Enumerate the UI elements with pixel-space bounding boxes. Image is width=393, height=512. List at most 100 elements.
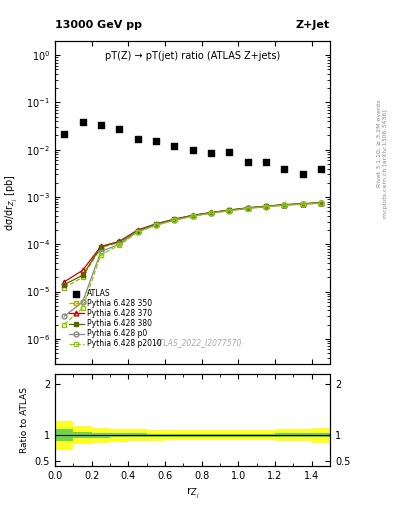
Pythia 6.428 370: [62, 279, 66, 285]
Pythia 6.428 370: [190, 212, 195, 219]
Pythia 6.428 p0: [99, 248, 103, 254]
ATLAS: [98, 121, 104, 130]
ATLAS: [226, 148, 232, 156]
Pythia 6.428 p0: [282, 202, 286, 208]
ATLAS: [299, 170, 306, 179]
Pythia 6.428 370: [264, 203, 268, 209]
Pythia 6.428 370: [245, 205, 250, 211]
Pythia 6.428 350: [319, 200, 323, 206]
Text: pT(Z) → pT(jet) ratio (ATLAS Z+jets): pT(Z) → pT(jet) ratio (ATLAS Z+jets): [105, 51, 280, 60]
Pythia 6.428 p2010: [227, 208, 231, 214]
Pythia 6.428 380: [245, 205, 250, 211]
ATLAS: [134, 135, 141, 143]
Pythia 6.428 p2010: [282, 202, 286, 208]
Pythia 6.428 p2010: [319, 200, 323, 206]
Pythia 6.428 380: [209, 209, 213, 216]
Pythia 6.428 370: [300, 201, 305, 207]
Pythia 6.428 p0: [172, 217, 176, 223]
Pythia 6.428 p0: [209, 210, 213, 216]
Pythia 6.428 p2010: [99, 252, 103, 258]
Pythia 6.428 380: [282, 202, 286, 208]
Pythia 6.428 350: [282, 202, 286, 208]
Pythia 6.428 370: [172, 216, 176, 222]
Line: Pythia 6.428 p0: Pythia 6.428 p0: [62, 201, 323, 318]
ATLAS: [79, 118, 86, 126]
Pythia 6.428 p2010: [172, 217, 176, 223]
Pythia 6.428 350: [245, 205, 250, 211]
Line: Pythia 6.428 p2010: Pythia 6.428 p2010: [62, 201, 323, 327]
Text: ATLAS_2022_I2077570: ATLAS_2022_I2077570: [154, 338, 242, 347]
ATLAS: [318, 164, 324, 173]
Pythia 6.428 p0: [245, 205, 250, 211]
Pythia 6.428 370: [209, 209, 213, 216]
Y-axis label: Ratio to ATLAS: Ratio to ATLAS: [20, 387, 29, 453]
Line: Pythia 6.428 370: Pythia 6.428 370: [62, 200, 323, 284]
Pythia 6.428 p0: [190, 213, 195, 219]
ATLAS: [171, 142, 177, 150]
Pythia 6.428 p0: [117, 241, 121, 247]
Pythia 6.428 370: [135, 227, 140, 233]
ATLAS: [153, 137, 159, 145]
Pythia 6.428 380: [227, 207, 231, 214]
Pythia 6.428 p2010: [62, 322, 66, 328]
Pythia 6.428 p0: [62, 313, 66, 319]
Text: Rivet 3.1.10; ≥ 3.2M events: Rivet 3.1.10; ≥ 3.2M events: [377, 99, 382, 187]
Line: Pythia 6.428 380: Pythia 6.428 380: [62, 200, 323, 287]
Pythia 6.428 380: [190, 212, 195, 219]
Pythia 6.428 350: [190, 212, 195, 219]
Pythia 6.428 p0: [135, 228, 140, 234]
Pythia 6.428 p0: [300, 201, 305, 207]
Pythia 6.428 350: [227, 207, 231, 214]
Pythia 6.428 370: [80, 267, 85, 273]
Pythia 6.428 p2010: [80, 305, 85, 311]
Text: mcplots.cern.ch [arXiv:1306.3436]: mcplots.cern.ch [arXiv:1306.3436]: [384, 110, 388, 218]
Pythia 6.428 350: [209, 210, 213, 216]
Pythia 6.428 380: [300, 201, 305, 207]
Pythia 6.428 350: [154, 222, 158, 228]
ATLAS: [61, 130, 67, 138]
Pythia 6.428 380: [62, 282, 66, 288]
Pythia 6.428 350: [300, 201, 305, 207]
Pythia 6.428 p0: [154, 222, 158, 228]
Pythia 6.428 p0: [227, 207, 231, 214]
Legend: ATLAS, Pythia 6.428 350, Pythia 6.428 370, Pythia 6.428 380, Pythia 6.428 p0, Py: ATLAS, Pythia 6.428 350, Pythia 6.428 37…: [67, 287, 163, 350]
Pythia 6.428 380: [117, 239, 121, 245]
ATLAS: [116, 124, 122, 133]
Pythia 6.428 370: [319, 200, 323, 206]
ATLAS: [244, 158, 251, 166]
Pythia 6.428 350: [99, 245, 103, 251]
Pythia 6.428 380: [80, 272, 85, 279]
Pythia 6.428 350: [117, 239, 121, 245]
Pythia 6.428 p2010: [190, 214, 195, 220]
Pythia 6.428 p2010: [154, 222, 158, 228]
Pythia 6.428 p2010: [209, 210, 213, 217]
Pythia 6.428 p0: [264, 204, 268, 210]
Pythia 6.428 p0: [80, 299, 85, 305]
Pythia 6.428 350: [264, 203, 268, 209]
Pythia 6.428 p2010: [117, 242, 121, 248]
Pythia 6.428 p2010: [245, 205, 250, 211]
Pythia 6.428 380: [319, 200, 323, 206]
Pythia 6.428 370: [282, 202, 286, 208]
Pythia 6.428 p2010: [264, 204, 268, 210]
Pythia 6.428 350: [135, 228, 140, 234]
Pythia 6.428 350: [172, 217, 176, 223]
Pythia 6.428 p0: [319, 200, 323, 206]
Text: Z+Jet: Z+Jet: [296, 19, 330, 30]
ATLAS: [281, 164, 287, 173]
Pythia 6.428 p2010: [300, 201, 305, 207]
Pythia 6.428 380: [264, 203, 268, 209]
Pythia 6.428 380: [172, 217, 176, 223]
Line: Pythia 6.428 350: Pythia 6.428 350: [62, 201, 323, 290]
Y-axis label: dσ/dr$_{Z_j}$ [pb]: dσ/dr$_{Z_j}$ [pb]: [4, 174, 20, 230]
X-axis label: r$_{Z_j}$: r$_{Z_j}$: [186, 486, 199, 501]
Pythia 6.428 370: [99, 243, 103, 249]
Pythia 6.428 370: [117, 238, 121, 244]
ATLAS: [263, 158, 269, 166]
Pythia 6.428 380: [135, 227, 140, 233]
Pythia 6.428 380: [99, 244, 103, 250]
Pythia 6.428 350: [80, 274, 85, 281]
ATLAS: [189, 145, 196, 154]
Pythia 6.428 350: [62, 285, 66, 291]
Pythia 6.428 370: [227, 207, 231, 213]
